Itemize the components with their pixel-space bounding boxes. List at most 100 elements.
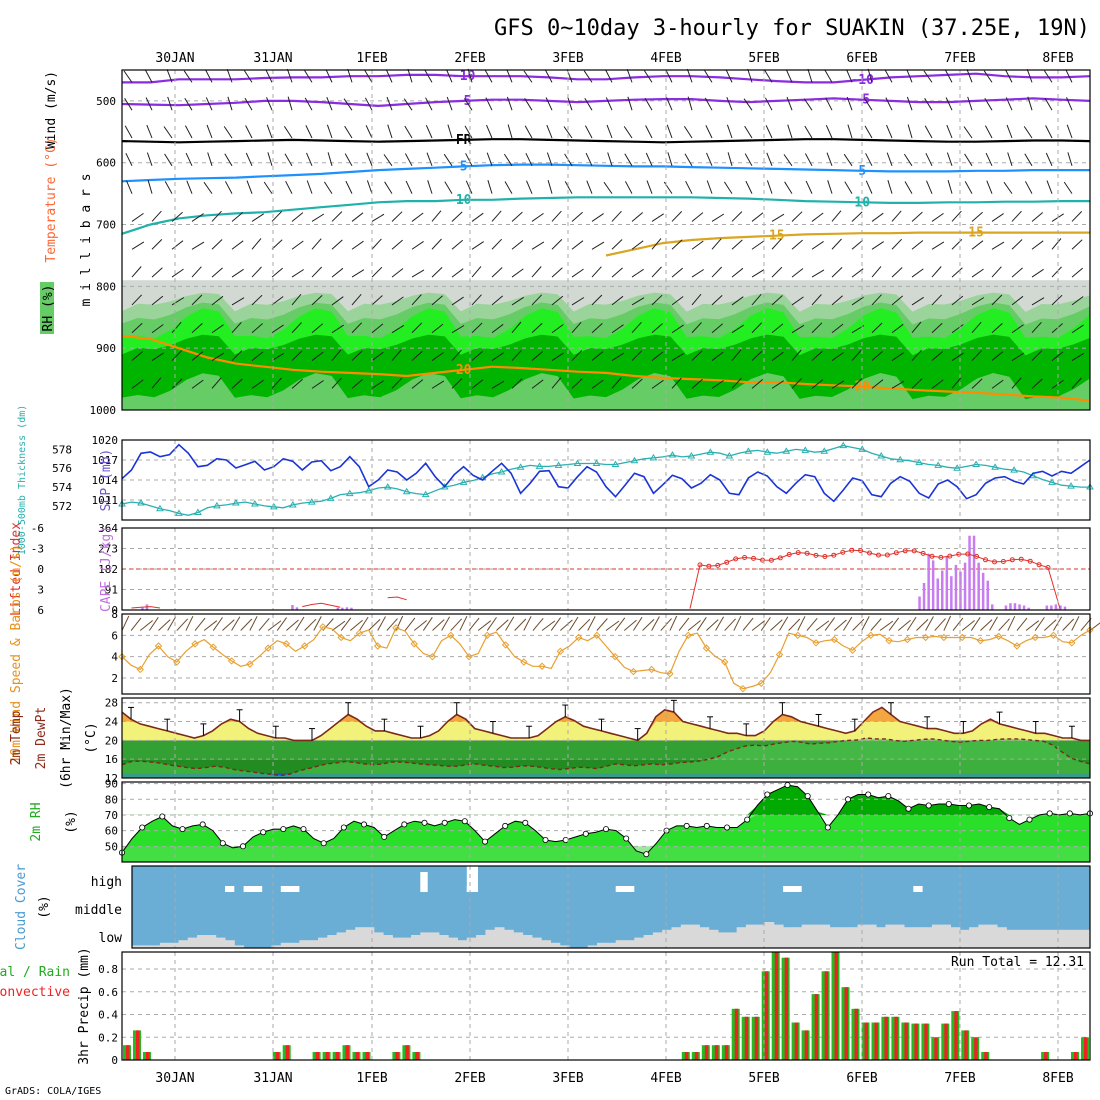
surface-wind-barb bbox=[1034, 617, 1045, 631]
temp-tick-label: 20 bbox=[105, 734, 118, 747]
wind-barb bbox=[1024, 153, 1033, 167]
wind-barb bbox=[551, 377, 562, 389]
wind-barb bbox=[331, 349, 342, 361]
wind-barb bbox=[1006, 124, 1013, 139]
wind-speed-marker bbox=[1049, 631, 1058, 640]
cloud-axis-title: Cloud Cover bbox=[14, 864, 29, 950]
wind-speed-marker bbox=[300, 642, 309, 650]
wind-barb bbox=[1065, 69, 1073, 83]
wind-barb bbox=[1045, 125, 1053, 139]
wind-barb bbox=[151, 324, 164, 334]
cape-bar bbox=[141, 607, 144, 610]
wind-barb bbox=[931, 379, 944, 389]
cape-bar bbox=[1050, 605, 1053, 610]
wind-barb bbox=[571, 268, 584, 278]
wind-speed-marker bbox=[282, 640, 291, 648]
wind-barb bbox=[924, 98, 933, 111]
rh2m-marker bbox=[401, 821, 408, 828]
surface-wind-barb bbox=[523, 616, 532, 631]
surface-wind-barb bbox=[751, 620, 766, 631]
wind-barb bbox=[184, 125, 193, 139]
wind-barb bbox=[551, 295, 564, 306]
precip-conv-bar bbox=[814, 994, 819, 1060]
precip-conv-bar bbox=[365, 1052, 369, 1060]
cape-bar bbox=[345, 607, 349, 610]
wind-barb bbox=[226, 69, 233, 83]
low-cloud-block bbox=[531, 937, 542, 948]
wind-barb bbox=[251, 351, 264, 361]
low-cloud-block bbox=[866, 924, 877, 948]
precip-conv-bar bbox=[1074, 1052, 1078, 1060]
wind-barb bbox=[231, 240, 244, 250]
rh2m-tick-label: 60 bbox=[105, 825, 118, 838]
wind-barb bbox=[745, 180, 753, 194]
wind-barb bbox=[151, 352, 164, 361]
thickness-marker bbox=[269, 502, 278, 510]
wind-barb bbox=[771, 380, 784, 389]
wind-speed-marker bbox=[392, 624, 400, 632]
cape-bar bbox=[1063, 606, 1067, 610]
li-marker bbox=[920, 550, 926, 556]
surface-wind-barb bbox=[587, 616, 596, 631]
wind-barb bbox=[311, 266, 323, 278]
high-cloud-gap bbox=[225, 886, 235, 892]
wind-barb bbox=[251, 379, 264, 389]
wind-speed-marker bbox=[209, 643, 218, 651]
wind-barb bbox=[491, 238, 503, 250]
wind-speed-marker bbox=[520, 658, 528, 666]
contour-line bbox=[121, 97, 1091, 108]
wind-barb bbox=[871, 212, 884, 222]
pressure-tick-label: 600 bbox=[96, 157, 116, 170]
low-cloud-block bbox=[652, 932, 663, 948]
wind-barb bbox=[563, 126, 573, 139]
surface-wind-barb bbox=[477, 620, 492, 631]
wind-barb bbox=[964, 181, 973, 194]
wind-barb bbox=[626, 69, 633, 83]
slp-axis-title: SLP (mb) bbox=[99, 449, 114, 512]
surface-wind-barb bbox=[459, 615, 468, 631]
precip-conv-bar bbox=[704, 1045, 709, 1060]
wind-barb bbox=[411, 212, 424, 222]
wind-barb bbox=[271, 377, 282, 389]
thickness-marker bbox=[383, 483, 392, 490]
low-cloud-block bbox=[355, 927, 365, 948]
wind-barb bbox=[1011, 210, 1022, 222]
wind-barb bbox=[611, 352, 625, 361]
slp-tick-label: 1011 bbox=[92, 494, 119, 507]
wind-barb bbox=[411, 322, 423, 334]
wind-barb bbox=[465, 180, 473, 194]
wind-barb bbox=[1045, 152, 1053, 167]
wind-barb bbox=[531, 241, 545, 250]
cape-tick-label: 182 bbox=[98, 563, 118, 576]
wind-barb bbox=[744, 125, 753, 139]
precip-frame bbox=[121, 951, 1091, 1061]
low-cloud-block bbox=[234, 945, 245, 948]
date-label-bottom: 4FEB bbox=[650, 1071, 681, 1086]
low-cloud-block bbox=[159, 942, 170, 948]
high-cloud-gap bbox=[615, 886, 635, 892]
thickness-marker bbox=[175, 509, 183, 516]
wind-barb bbox=[171, 240, 184, 250]
slp-panel: 1020 1017 1014 1011 578 576 574 572 SLP (mb) 1000… bbox=[17, 405, 1094, 555]
wind-barb bbox=[523, 70, 533, 83]
cloud-label-high: high bbox=[91, 875, 122, 890]
wind-barb bbox=[1051, 294, 1063, 306]
surface-wind-barb bbox=[276, 617, 288, 631]
wind-barb bbox=[451, 296, 464, 306]
wind-barb bbox=[506, 96, 513, 111]
wind-speed-marker bbox=[958, 633, 966, 642]
pressure-tick-label: 800 bbox=[96, 280, 116, 293]
wind-barb bbox=[731, 324, 744, 334]
date-label-top: 4FEB bbox=[650, 51, 681, 66]
surface-wind-barb bbox=[450, 618, 463, 631]
surface-wind-barb bbox=[313, 616, 322, 631]
surface-wind-barb bbox=[934, 618, 946, 631]
wind-barb bbox=[164, 181, 173, 194]
contour-line bbox=[122, 72, 1091, 84]
wind-barb bbox=[804, 153, 813, 167]
cape-bar bbox=[341, 607, 344, 610]
wind-barb bbox=[451, 239, 464, 250]
wind-barb bbox=[131, 212, 144, 222]
surface-wind-barb bbox=[468, 617, 480, 631]
thickness-marker bbox=[516, 463, 525, 470]
